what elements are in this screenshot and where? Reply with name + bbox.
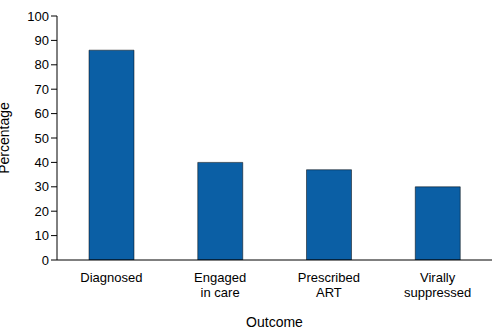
svg-text:80: 80	[35, 57, 49, 72]
svg-text:Virallysuppressed: Virallysuppressed	[404, 270, 471, 300]
svg-text:100: 100	[27, 9, 49, 24]
svg-text:40: 40	[35, 155, 49, 170]
svg-text:70: 70	[35, 82, 49, 97]
svg-text:Outcome: Outcome	[246, 314, 303, 330]
svg-text:30: 30	[35, 179, 49, 194]
svg-text:Diagnosed: Diagnosed	[80, 270, 142, 285]
svg-text:50: 50	[35, 131, 49, 146]
svg-text:0: 0	[42, 253, 49, 268]
svg-text:Percentage: Percentage	[8, 102, 12, 174]
svg-text:60: 60	[35, 106, 49, 121]
svg-text:Engagedin care: Engagedin care	[194, 270, 246, 300]
svg-text:PrescribedART: PrescribedART	[298, 270, 360, 300]
svg-text:90: 90	[35, 33, 49, 48]
svg-text:10: 10	[35, 228, 49, 243]
svg-text:20: 20	[35, 204, 49, 219]
